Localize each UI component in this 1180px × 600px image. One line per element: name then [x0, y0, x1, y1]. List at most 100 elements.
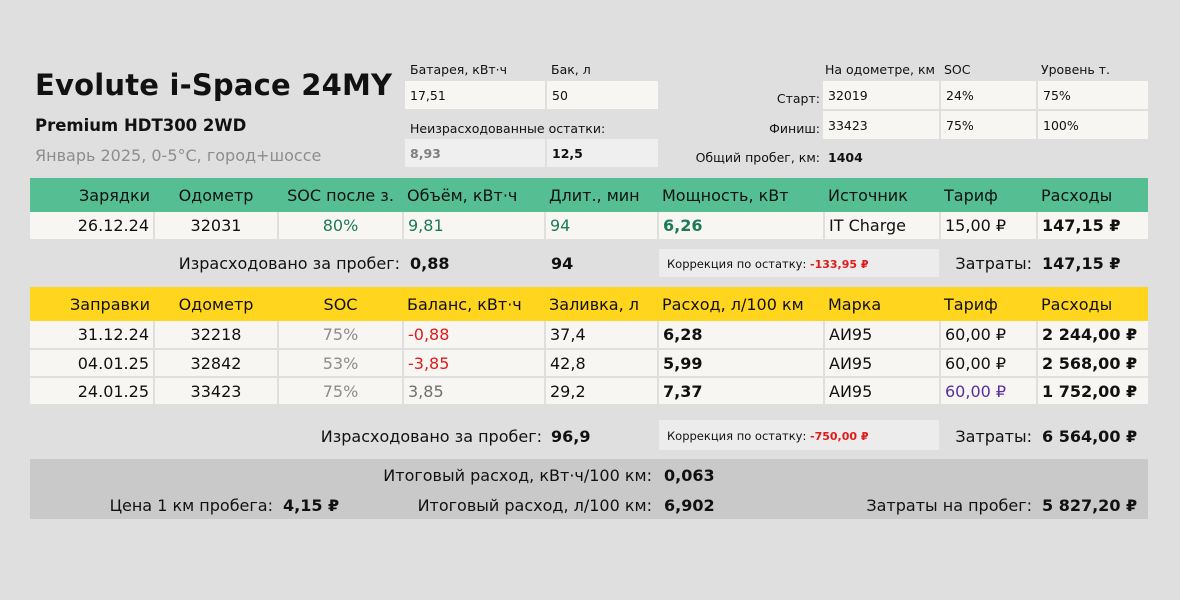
charging-tariff: 15,00 ₽	[940, 212, 1038, 241]
fueling-col-header: Расходы	[1037, 287, 1148, 321]
finish-label: Финиш:	[769, 121, 820, 136]
fueling-col-header: Марка	[824, 287, 940, 321]
charging-power: 6,26	[658, 212, 825, 241]
total-distance-value: 1404	[828, 150, 863, 165]
battery-value: 17,51	[405, 81, 545, 109]
finish-soc: 75%	[941, 111, 1036, 139]
charging-col-header: SOC после з.	[278, 178, 403, 212]
finish-odometer: 33423	[823, 111, 939, 139]
charging-col-header: Объём, кВт·ч	[403, 178, 545, 212]
charging-col-header: Длит., мин	[545, 178, 658, 212]
battery-label: Батарея, кВт·ч	[410, 62, 508, 77]
price-per-km-label: Цена 1 км пробега:	[109, 496, 273, 515]
fueling-date: 24.01.25	[30, 377, 155, 406]
charging-col-header: Мощность, кВт	[658, 178, 824, 212]
fueling-soc: 53%	[278, 349, 404, 378]
fueling-date: 04.01.25	[30, 349, 155, 378]
fueling-col-header: SOC	[278, 287, 403, 321]
fueling-soc: 75%	[278, 377, 404, 406]
fueling-row: 31.12.24 32218 75% -0,88 37,4 6,28 АИ95 …	[30, 321, 1148, 350]
total-fuel-label: Итоговый расход, л/100 км:	[417, 496, 652, 515]
fueling-balance: 3,85	[403, 377, 546, 406]
fueling-odometer: 32842	[154, 349, 279, 378]
fueling-consumption: 5,99	[658, 349, 825, 378]
fueling-fill: 42,8	[545, 349, 659, 378]
fueling-consumption: 7,37	[658, 377, 825, 406]
fueling-cost: 1 752,00 ₽	[1037, 377, 1148, 406]
charging-consumed-label: Израсходовано за пробег:	[178, 254, 400, 273]
fueling-tariff: 60,00 ₽	[940, 349, 1038, 378]
fueling-expenses-value: 6 564,00 ₽	[1042, 427, 1138, 446]
fueling-correction-value: -750,00 ₽	[810, 430, 869, 443]
charging-col-header: Расходы	[1037, 178, 1148, 212]
fueling-consumed-value: 96,9	[551, 427, 591, 446]
fueling-tariff: 60,00 ₽	[940, 377, 1038, 406]
fuel-level-col-label: Уровень т.	[1041, 62, 1111, 77]
charging-col-header: Зарядки	[30, 178, 154, 212]
charging-row: 26.12.24 32031 80% 9,81 94 6,26 IT Charg…	[30, 212, 1148, 241]
total-distance-label: Общий пробег, км:	[695, 150, 820, 165]
fueling-odometer: 32218	[154, 321, 279, 350]
start-soc: 24%	[941, 81, 1036, 109]
charging-correction: Коррекция по остатку: -133,95 ₽	[659, 249, 939, 277]
fueling-balance: -3,85	[403, 349, 546, 378]
remaining-tank: 12,5	[547, 139, 658, 167]
fueling-row: 24.01.25 33423 75% 3,85 29,2 7,37 АИ95 6…	[30, 377, 1148, 406]
charging-duration-total: 94	[551, 254, 574, 273]
charging-expenses-value: 147,15 ₽	[1042, 254, 1121, 273]
total-fuel-value: 6,902	[664, 496, 715, 515]
price-per-km-value: 4,15 ₽	[283, 496, 340, 515]
fueling-fill: 37,4	[545, 321, 659, 350]
start-odometer: 32019	[823, 81, 939, 109]
fueling-col-header: Тариф	[940, 287, 1037, 321]
fueling-odometer: 33423	[154, 377, 279, 406]
fueling-brand: АИ95	[824, 377, 941, 406]
fueling-balance: -0,88	[403, 321, 546, 350]
charging-date: 26.12.24	[30, 212, 155, 241]
fueling-cost: 2 568,00 ₽	[1037, 349, 1148, 378]
charging-odometer: 32031	[154, 212, 279, 241]
totals-band	[30, 459, 1148, 519]
fueling-expenses-label: Затраты:	[955, 427, 1032, 446]
fueling-brand: АИ95	[824, 349, 941, 378]
trip-cost-label: Затраты на пробег:	[866, 496, 1032, 515]
fueling-table: Заправки Одометр SOC Баланс, кВт·ч Залив…	[30, 287, 1148, 406]
charging-header-row: Зарядки Одометр SOC после з. Объём, кВт·…	[30, 178, 1148, 212]
conditions-note: Январь 2025, 0-5°C, город+шоссе	[35, 146, 322, 165]
charging-correction-value: -133,95 ₽	[810, 258, 869, 271]
total-kwh-label: Итоговый расход, кВт·ч/100 км:	[383, 466, 652, 485]
charging-correction-label: Коррекция по остатку:	[667, 257, 807, 271]
fueling-col-header: Расход, л/100 км	[658, 287, 824, 321]
fueling-cost: 2 244,00 ₽	[1037, 321, 1148, 350]
fueling-header-row: Заправки Одометр SOC Баланс, кВт·ч Залив…	[30, 287, 1148, 321]
trip-cost-value: 5 827,20 ₽	[1042, 496, 1138, 515]
fueling-soc: 75%	[278, 321, 404, 350]
fueling-row: 04.01.25 32842 53% -3,85 42,8 5,99 АИ95 …	[30, 349, 1148, 378]
charging-table: Зарядки Одометр SOC после з. Объём, кВт·…	[30, 178, 1148, 241]
soc-col-label: SOC	[944, 62, 971, 77]
fueling-col-header: Заправки	[30, 287, 154, 321]
charging-duration: 94	[545, 212, 659, 241]
charging-col-header: Тариф	[940, 178, 1037, 212]
total-kwh-value: 0,063	[664, 466, 715, 485]
fueling-correction-label: Коррекция по остатку:	[667, 429, 807, 443]
remaining-battery: 8,93	[405, 139, 545, 167]
fueling-col-header: Одометр	[154, 287, 278, 321]
fueling-consumed-label: Израсходовано за пробег:	[320, 427, 542, 446]
odometer-col-label: На одометре, км	[825, 62, 935, 77]
remaining-label: Неизрасходованные остатки:	[410, 121, 606, 136]
charging-soc: 80%	[278, 212, 404, 241]
charging-source: IT Charge	[824, 212, 941, 241]
start-label: Старт:	[776, 91, 820, 106]
fueling-tariff: 60,00 ₽	[940, 321, 1038, 350]
fueling-consumption: 6,28	[658, 321, 825, 350]
charging-expenses-label: Затраты:	[955, 254, 1032, 273]
start-fuel-level: 75%	[1038, 81, 1148, 109]
charging-cost: 147,15 ₽	[1037, 212, 1148, 241]
charging-col-header: Одометр	[154, 178, 278, 212]
fueling-col-header: Баланс, кВт·ч	[403, 287, 545, 321]
fueling-brand: АИ95	[824, 321, 941, 350]
fueling-correction: Коррекция по остатку: -750,00 ₽	[659, 420, 939, 450]
fueling-fill: 29,2	[545, 377, 659, 406]
tank-value: 50	[547, 81, 658, 109]
